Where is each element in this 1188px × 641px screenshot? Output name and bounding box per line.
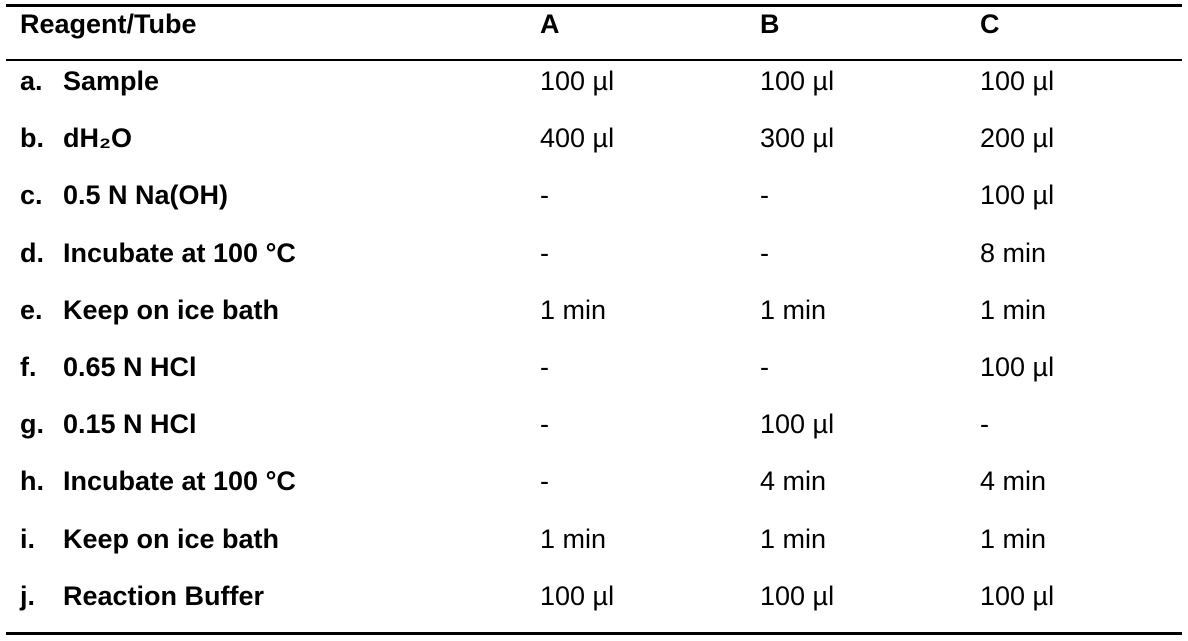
- cell: 100 µl: [540, 580, 615, 611]
- row-label: Incubate at 100 °C: [63, 466, 296, 497]
- step-letter: d.: [20, 237, 44, 268]
- cell: -: [980, 409, 989, 440]
- cell: -: [540, 352, 549, 382]
- cell: -: [540, 237, 549, 268]
- step-letter: h.: [20, 466, 44, 497]
- step-letter: c.: [20, 180, 43, 211]
- row-label: 0.15 N HCl: [63, 409, 197, 440]
- cell: 1 min: [980, 294, 1047, 325]
- cell: 300 µl: [760, 123, 835, 154]
- cell: 1 min: [760, 523, 827, 554]
- step-letter: i.: [20, 523, 36, 554]
- cell: -: [540, 466, 549, 497]
- header-cell: B: [760, 9, 780, 39]
- cell: 100 µl: [980, 180, 1055, 211]
- header-cell: C: [980, 9, 1000, 39]
- cell: 100 µl: [540, 66, 615, 96]
- cell: 1 min: [540, 294, 607, 325]
- cell: 4 min: [980, 466, 1047, 497]
- step-letter: a.: [20, 66, 43, 96]
- cell: 1 min: [760, 294, 827, 325]
- top-rule: [6, 4, 1182, 7]
- cell: 8 min: [980, 237, 1047, 268]
- cell: -: [760, 180, 769, 211]
- cell: -: [760, 352, 769, 382]
- row-label: Reaction Buffer: [63, 580, 265, 611]
- cell: 1 min: [980, 523, 1047, 554]
- cell: -: [540, 409, 549, 440]
- step-letter: j.: [20, 580, 36, 611]
- row-label: 0.5 N Na(OH): [63, 180, 229, 211]
- step-letter: e.: [20, 294, 43, 325]
- header-cell: A: [540, 9, 560, 39]
- cell: 400 µl: [540, 123, 615, 154]
- row-label: Keep on ice bath: [63, 523, 280, 554]
- header-rule: [6, 59, 1182, 61]
- step-letter: g.: [20, 409, 44, 440]
- cell: 100 µl: [980, 66, 1055, 96]
- cell: 200 µl: [980, 123, 1055, 154]
- cell: -: [540, 180, 549, 211]
- cell: 4 min: [760, 466, 827, 497]
- cell: 100 µl: [760, 409, 835, 440]
- row-label: Keep on ice bath: [63, 294, 280, 325]
- cell: 100 µl: [980, 352, 1055, 382]
- cell: 100 µl: [980, 580, 1055, 611]
- cell: 1 min: [540, 523, 607, 554]
- cell: 100 µl: [760, 580, 835, 611]
- step-letter: f.: [20, 352, 37, 382]
- row-label: 0.65 N HCl: [63, 352, 197, 382]
- bottom-rule: [6, 632, 1182, 635]
- header-cell: Reagent/Tube: [20, 9, 197, 39]
- row-label: Sample: [63, 66, 160, 96]
- step-letter: b.: [20, 123, 44, 154]
- row-label: dH₂O: [63, 123, 132, 154]
- cell: -: [760, 237, 769, 268]
- cell: 100 µl: [760, 66, 835, 96]
- row-label: Incubate at 100 °C: [63, 237, 296, 268]
